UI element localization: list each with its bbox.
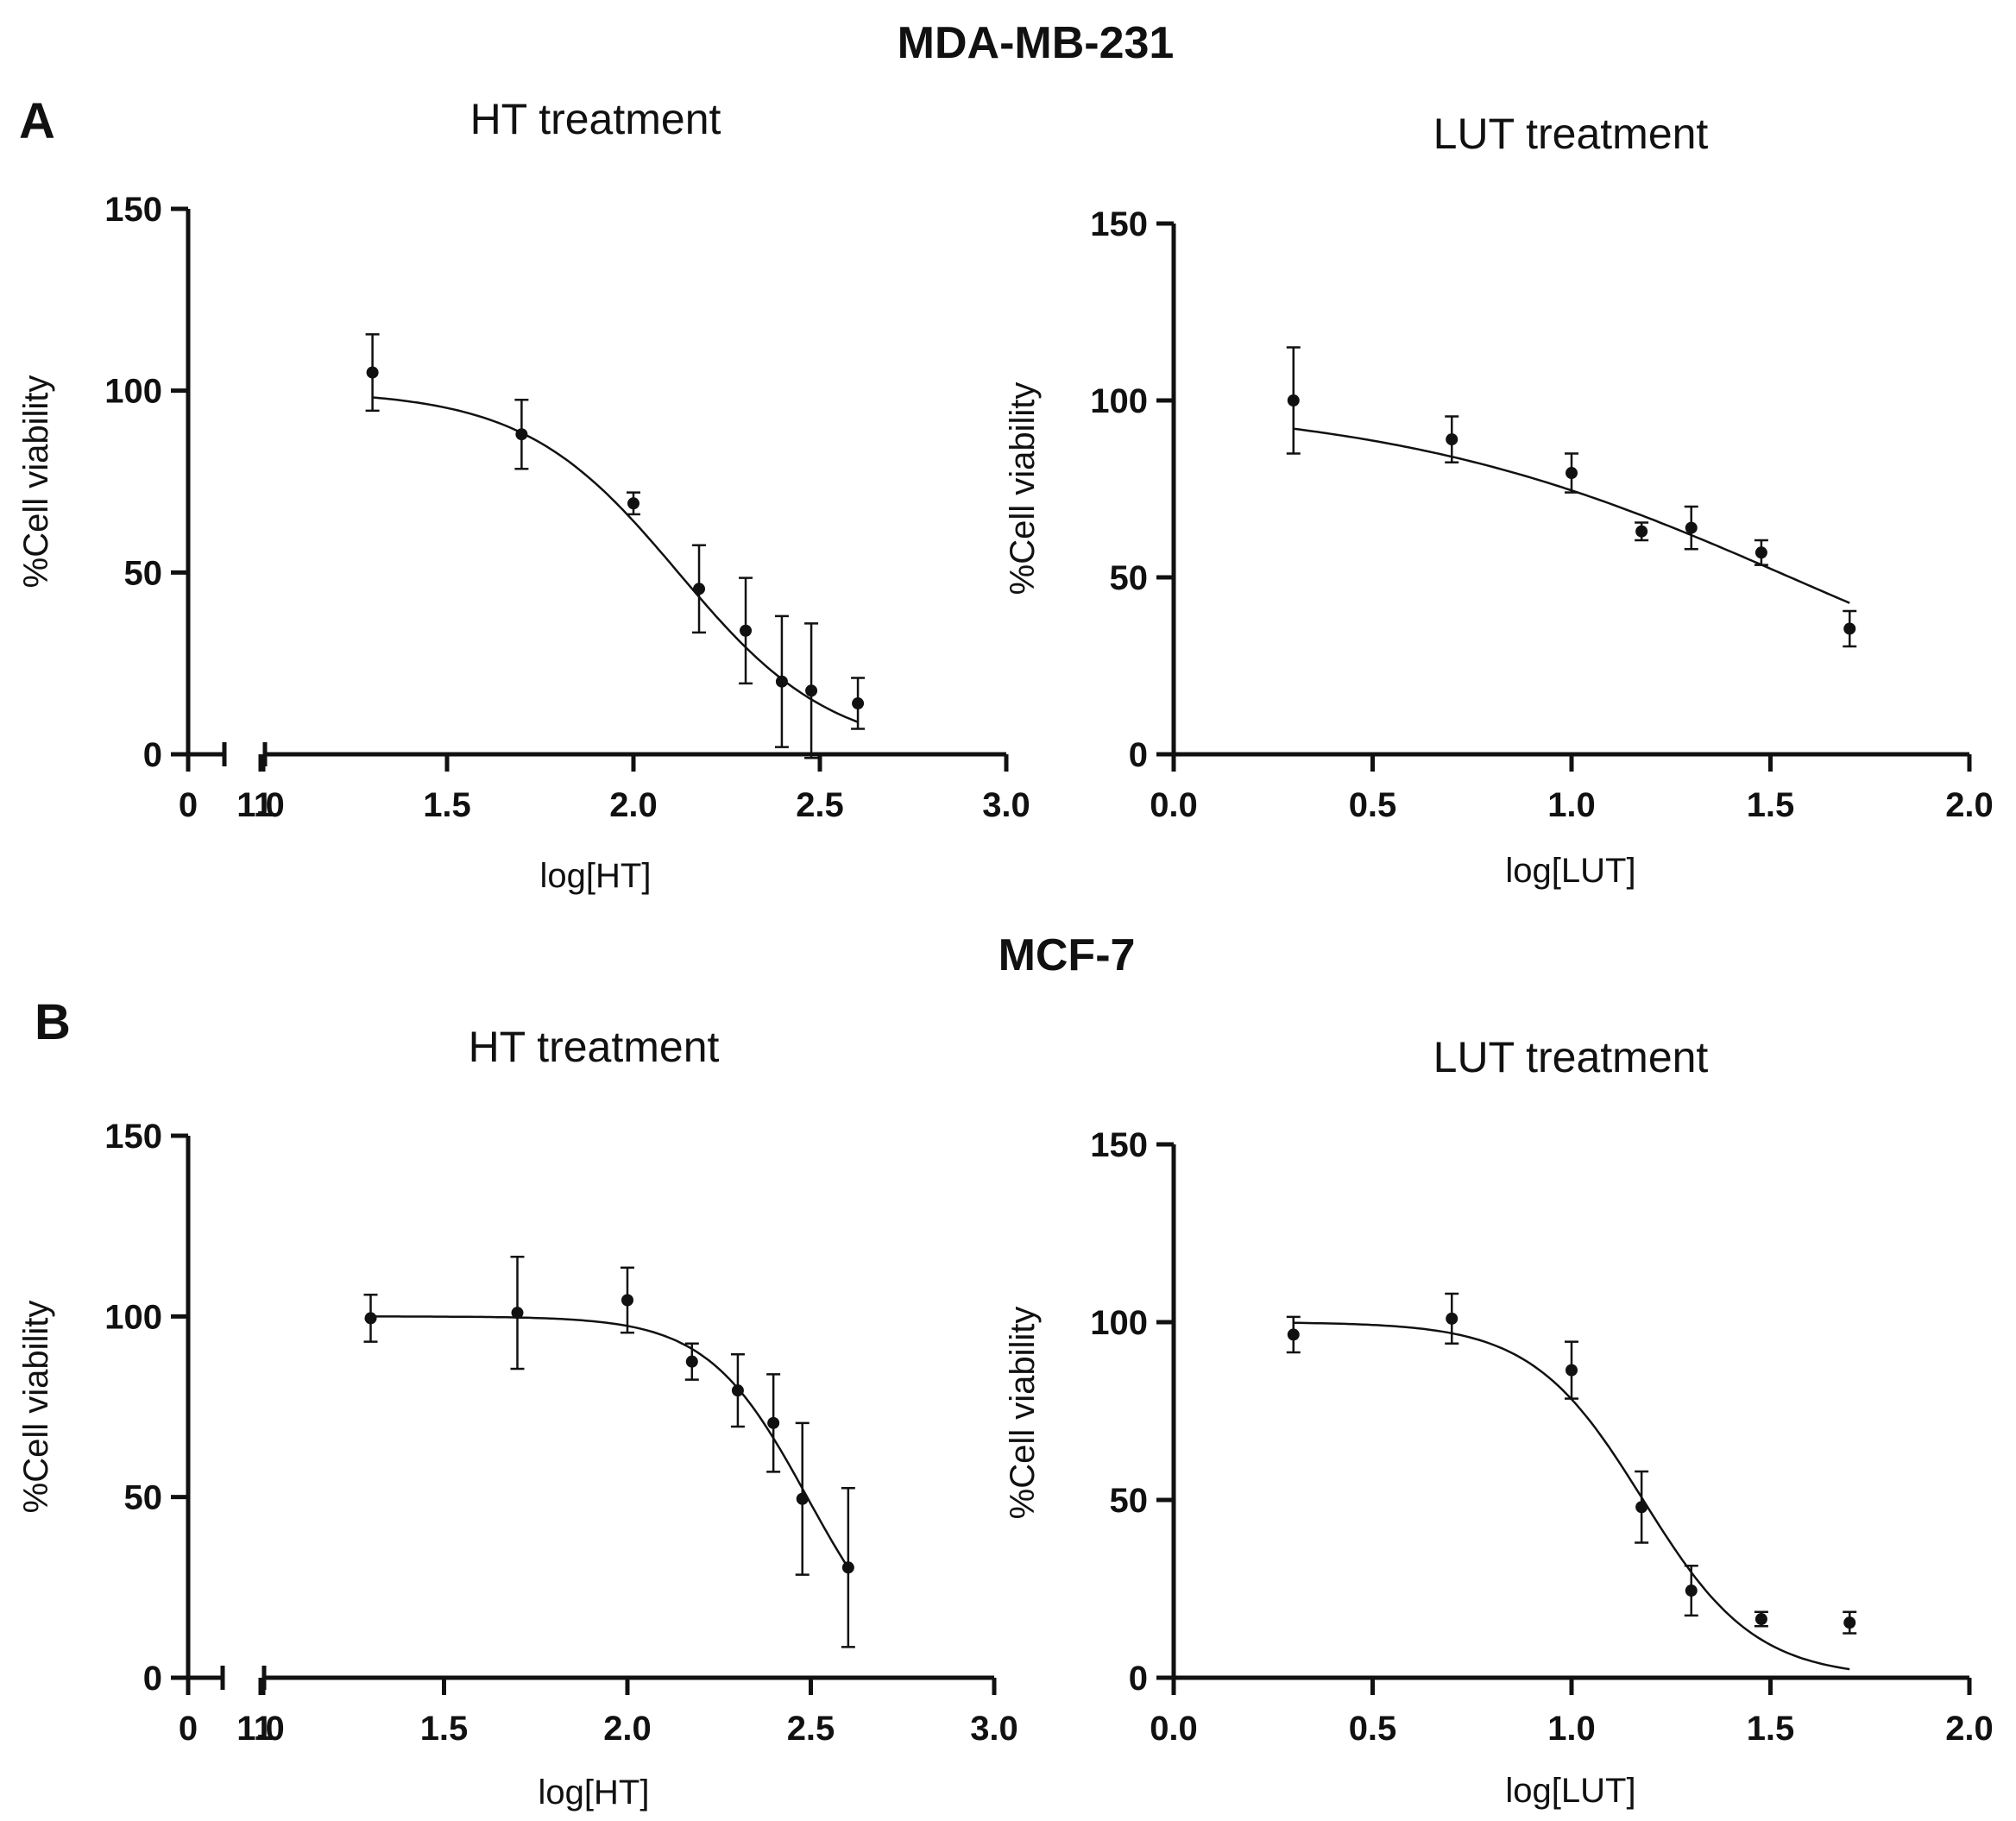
data-point bbox=[1843, 622, 1856, 635]
x-tick-label: 2.0 bbox=[1945, 1710, 1994, 1748]
data-point bbox=[775, 675, 788, 688]
data-point bbox=[1635, 1501, 1648, 1514]
x-axis-label: log[HT] bbox=[540, 857, 652, 895]
x-tick-label: 1.0 bbox=[236, 1710, 285, 1748]
y-tick-label: 150 bbox=[104, 191, 162, 229]
y-axis-label: %Cell viability bbox=[1004, 382, 1042, 595]
data-point bbox=[364, 1312, 377, 1325]
fit-curve bbox=[372, 396, 859, 723]
data-point bbox=[731, 1384, 744, 1397]
x-axis-label: log[LUT] bbox=[1505, 852, 1635, 890]
y-tick-label: 100 bbox=[104, 1298, 162, 1336]
x-tick-label: 2.0 bbox=[1945, 786, 1994, 824]
x-tick-label: 0.5 bbox=[1349, 786, 1397, 824]
chart-b-ht: HT treatment log[HT] %Cell viability 0 50 100… bbox=[17, 1023, 1018, 1812]
y-tick-label: 50 bbox=[1110, 559, 1149, 597]
x-tick-label: 1.5 bbox=[1747, 786, 1795, 824]
section-b-heading: MCF-7 bbox=[999, 930, 1136, 980]
y-axis-label: %Cell viability bbox=[17, 375, 55, 589]
x-tick-label: 2.5 bbox=[787, 1710, 835, 1748]
data-point bbox=[1685, 1585, 1698, 1597]
data-point bbox=[621, 1294, 633, 1307]
y-tick-label: 150 bbox=[104, 1118, 162, 1156]
data-point bbox=[627, 497, 639, 510]
data-point bbox=[1446, 433, 1458, 446]
data-point bbox=[1566, 467, 1578, 480]
x-tick-label: 3.0 bbox=[970, 1710, 1018, 1748]
data-point bbox=[685, 1355, 698, 1368]
y-tick-label: 0 bbox=[1129, 1660, 1148, 1698]
chart-a-lut: LUT treatment log[LUT] %Cell viability 0 50 1… bbox=[1004, 110, 1994, 890]
x-tick-label: 0.0 bbox=[1150, 786, 1198, 824]
x-tick-label: 2.5 bbox=[796, 786, 844, 824]
x-axis-label: log[HT] bbox=[539, 1774, 650, 1812]
data-point bbox=[1843, 1616, 1856, 1629]
data-point bbox=[805, 684, 818, 697]
y-tick-label: 50 bbox=[124, 1479, 163, 1517]
x-tick-label: 0 bbox=[179, 786, 198, 824]
x-tick-label: 2.0 bbox=[609, 786, 658, 824]
x-tick-label: 1.5 bbox=[1747, 1710, 1795, 1748]
x-tick-label: 0.5 bbox=[1349, 1710, 1397, 1748]
y-tick-label: 0 bbox=[143, 1660, 162, 1698]
section-b-letter: B bbox=[35, 994, 71, 1050]
data-point bbox=[852, 697, 865, 710]
data-point bbox=[366, 366, 379, 379]
chart-a-ht: HT treatment log[HT] %Cell viability 0 50 100… bbox=[17, 95, 1030, 895]
y-tick-label: 100 bbox=[104, 373, 162, 411]
data-point bbox=[1755, 1613, 1767, 1626]
x-tick-label: 1.0 bbox=[1547, 786, 1596, 824]
y-tick-label: 150 bbox=[1090, 1126, 1148, 1164]
y-axis-label: %Cell viability bbox=[17, 1301, 55, 1514]
y-tick-label: 150 bbox=[1090, 205, 1148, 243]
x-tick-label: 1.0 bbox=[1547, 1710, 1596, 1748]
data-point bbox=[1287, 1328, 1300, 1341]
y-tick-label: 100 bbox=[1090, 382, 1148, 420]
data-point bbox=[1566, 1364, 1578, 1377]
x-tick-label: 0.0 bbox=[1150, 1710, 1198, 1748]
data-point bbox=[740, 624, 753, 637]
section-a-letter: A bbox=[19, 93, 55, 149]
data-point bbox=[841, 1561, 854, 1574]
fit-curve bbox=[370, 1315, 849, 1569]
data-point bbox=[515, 428, 528, 441]
y-tick-label: 50 bbox=[124, 554, 163, 592]
x-tick-label: 1 bbox=[254, 786, 273, 824]
x-tick-label: 1.5 bbox=[423, 786, 471, 824]
data-point bbox=[1635, 525, 1648, 538]
x-axis-label: log[LUT] bbox=[1505, 1772, 1635, 1810]
data-point bbox=[767, 1416, 780, 1429]
data-point bbox=[693, 583, 706, 595]
section-a-heading: MDA-MB-231 bbox=[898, 18, 1175, 68]
chart-title: HT treatment bbox=[469, 1023, 720, 1071]
x-tick-label: 1.0 bbox=[236, 786, 285, 824]
chart-title: HT treatment bbox=[470, 95, 721, 143]
x-tick-label: 3.0 bbox=[982, 786, 1030, 824]
y-tick-label: 0 bbox=[1129, 736, 1148, 774]
data-point bbox=[1685, 521, 1698, 534]
y-tick-label: 50 bbox=[1110, 1482, 1149, 1520]
y-axis-label: %Cell viability bbox=[1004, 1307, 1042, 1520]
data-point bbox=[511, 1307, 524, 1320]
y-tick-label: 100 bbox=[1090, 1304, 1148, 1342]
y-tick-label: 0 bbox=[143, 736, 162, 774]
x-tick-label: 0 bbox=[179, 1710, 198, 1748]
data-point bbox=[1446, 1312, 1458, 1325]
data-point bbox=[1287, 394, 1300, 406]
chart-b-lut: LUT treatment log[LUT] %Cell viability 0 50 1… bbox=[1004, 1033, 1994, 1810]
x-tick-label: 1.5 bbox=[420, 1710, 469, 1748]
chart-title: LUT treatment bbox=[1433, 110, 1709, 158]
chart-title: LUT treatment bbox=[1433, 1033, 1709, 1081]
data-point bbox=[796, 1492, 809, 1505]
x-tick-label: 2.0 bbox=[603, 1710, 652, 1748]
data-point bbox=[1755, 546, 1767, 559]
x-tick-label: 1 bbox=[254, 1710, 273, 1748]
